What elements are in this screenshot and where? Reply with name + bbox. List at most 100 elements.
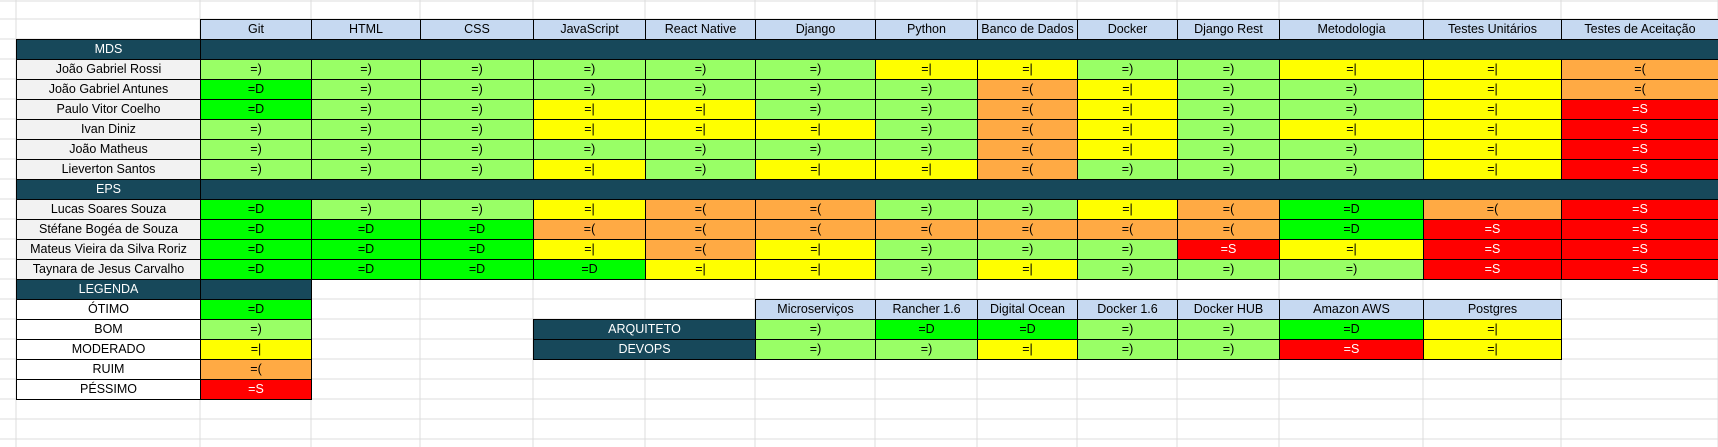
rating-cell[interactable]: =) [1177, 99, 1280, 120]
rating-cell[interactable]: =) [311, 79, 421, 100]
rating-cell[interactable]: =) [977, 239, 1078, 260]
rating-cell[interactable]: =) [755, 319, 876, 340]
rating-cell[interactable]: =) [200, 59, 312, 80]
column-header[interactable]: Banco de Dados [977, 19, 1078, 40]
rating-cell[interactable]: =) [1279, 79, 1424, 100]
rating-cell[interactable]: =) [755, 139, 876, 160]
legend-label[interactable]: PÉSSIMO [16, 379, 201, 400]
rating-cell[interactable]: =) [875, 79, 978, 100]
column-header[interactable]: Django Rest [1177, 19, 1280, 40]
rating-cell[interactable]: =S [1177, 239, 1280, 260]
member-name[interactable]: Lieverton Santos [16, 159, 201, 180]
column-header[interactable]: Django [755, 19, 876, 40]
rating-cell[interactable]: =) [645, 79, 756, 100]
column-header[interactable]: Python [875, 19, 978, 40]
column-header[interactable]: Docker [1077, 19, 1178, 40]
section-label[interactable]: EPS [16, 179, 201, 200]
rating-cell[interactable]: =) [1279, 139, 1424, 160]
rating-cell[interactable]: =) [1177, 139, 1280, 160]
rating-cell[interactable]: =D [420, 239, 534, 260]
rating-cell[interactable]: =S [1561, 159, 1718, 180]
rating-cell[interactable]: =| [1077, 79, 1178, 100]
rating-cell[interactable]: =D [420, 259, 534, 280]
rating-cell[interactable]: =) [645, 139, 756, 160]
rating-cell[interactable]: =) [755, 59, 876, 80]
rating-cell[interactable]: =) [533, 79, 646, 100]
rating-cell[interactable]: =| [977, 339, 1078, 360]
rating-cell[interactable]: =( [645, 239, 756, 260]
column-header[interactable]: Amazon AWS [1279, 299, 1424, 320]
rating-cell[interactable]: =) [1077, 339, 1178, 360]
rating-cell[interactable]: =| [1077, 199, 1178, 220]
rating-cell[interactable]: =) [311, 99, 421, 120]
rating-cell[interactable]: =D [200, 219, 312, 240]
section-band[interactable] [200, 39, 1718, 60]
rating-cell[interactable]: =) [420, 119, 534, 140]
rating-cell[interactable]: =| [1077, 99, 1178, 120]
rating-cell[interactable]: =) [1177, 59, 1280, 80]
rating-cell[interactable]: =) [200, 319, 312, 340]
rating-cell[interactable]: =) [1177, 159, 1280, 180]
legend-title[interactable]: LEGENDA [16, 279, 201, 300]
rating-cell[interactable]: =D [200, 259, 312, 280]
rating-cell[interactable]: =| [755, 159, 876, 180]
rating-cell[interactable]: =) [1279, 99, 1424, 120]
rating-cell[interactable]: =S [1423, 239, 1562, 260]
rating-cell[interactable]: =| [1077, 139, 1178, 160]
rating-cell[interactable]: =) [420, 79, 534, 100]
rating-cell[interactable]: =D [420, 219, 534, 240]
rating-cell[interactable]: =) [645, 59, 756, 80]
rating-cell[interactable]: =( [977, 219, 1078, 240]
rating-cell[interactable]: =| [533, 199, 646, 220]
rating-cell[interactable]: =| [755, 259, 876, 280]
rating-cell[interactable]: =( [645, 199, 756, 220]
rating-cell[interactable]: =| [755, 119, 876, 140]
member-name[interactable]: Taynara de Jesus Carvalho [16, 259, 201, 280]
rating-cell[interactable]: =( [977, 79, 1078, 100]
section-label[interactable]: MDS [16, 39, 201, 60]
rating-cell[interactable]: =) [420, 99, 534, 120]
rating-cell[interactable]: =( [1077, 219, 1178, 240]
rating-cell[interactable]: =( [1423, 199, 1562, 220]
rating-cell[interactable]: =) [1177, 339, 1280, 360]
rating-cell[interactable]: =| [977, 59, 1078, 80]
rating-cell[interactable]: =) [533, 139, 646, 160]
rating-cell[interactable]: =S [1423, 259, 1562, 280]
rating-cell[interactable]: =( [977, 119, 1078, 140]
column-header[interactable]: HTML [311, 19, 421, 40]
rating-cell[interactable]: =| [200, 339, 312, 360]
member-name[interactable]: Lucas Soares Souza [16, 199, 201, 220]
rating-cell[interactable]: =| [1423, 319, 1562, 340]
rating-cell[interactable]: =( [1561, 59, 1718, 80]
rating-cell[interactable]: =( [533, 219, 646, 240]
rating-cell[interactable]: =| [645, 259, 756, 280]
rating-cell[interactable]: =) [420, 59, 534, 80]
column-header[interactable]: Rancher 1.6 [875, 299, 978, 320]
rating-cell[interactable]: =| [1423, 139, 1562, 160]
rating-cell[interactable]: =| [875, 159, 978, 180]
rating-cell[interactable]: =| [533, 159, 646, 180]
rating-cell[interactable]: =) [1077, 239, 1178, 260]
legend-label[interactable]: ÓTIMO [16, 299, 201, 320]
rating-cell[interactable]: =| [533, 99, 646, 120]
rating-cell[interactable]: =) [200, 119, 312, 140]
column-header[interactable]: Microserviços [755, 299, 876, 320]
rating-cell[interactable]: =) [1077, 159, 1178, 180]
member-name[interactable]: Stéfane Bogéa de Souza [16, 219, 201, 240]
rating-cell[interactable]: =| [1077, 119, 1178, 140]
section-band[interactable] [200, 179, 1718, 200]
rating-cell[interactable]: =| [1423, 99, 1562, 120]
rating-cell[interactable]: =) [420, 139, 534, 160]
member-name[interactable]: Mateus Vieira da Silva Roriz [16, 239, 201, 260]
rating-cell[interactable]: =S [1561, 219, 1718, 240]
rating-cell[interactable]: =) [1077, 259, 1178, 280]
rating-cell[interactable]: =( [977, 139, 1078, 160]
rating-cell[interactable]: =( [645, 219, 756, 240]
rating-cell[interactable]: =) [1077, 59, 1178, 80]
rating-cell[interactable]: =D [200, 299, 312, 320]
column-header[interactable]: Digital Ocean [977, 299, 1078, 320]
rating-cell[interactable]: =) [420, 199, 534, 220]
rating-cell[interactable]: =| [1423, 59, 1562, 80]
rating-cell[interactable]: =) [875, 199, 978, 220]
rating-cell[interactable]: =) [755, 339, 876, 360]
